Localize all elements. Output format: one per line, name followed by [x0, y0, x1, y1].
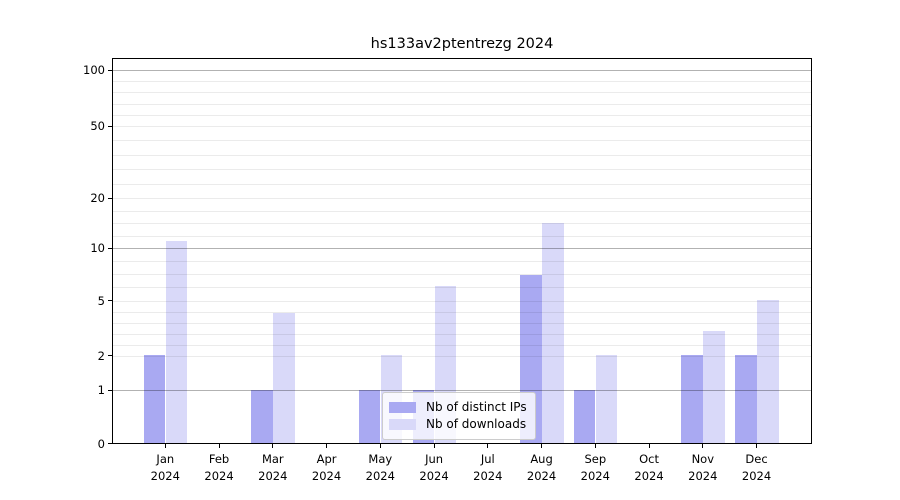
- y-gridline-minor: [113, 198, 811, 199]
- y-tick-mark: [108, 355, 112, 357]
- x-tick-label: May 2024: [365, 452, 395, 483]
- bar-downloads-aug: [542, 223, 564, 443]
- y-tick-mark: [108, 247, 112, 249]
- x-tick-mark: [702, 444, 704, 448]
- bar-distinct-ips-sep: [573, 389, 596, 443]
- bar-distinct-ips-mar: [251, 389, 273, 443]
- x-tick-label: Feb 2024: [204, 452, 234, 483]
- y-gridline-minor: [113, 140, 811, 142]
- y-gridline-minor: [113, 81, 811, 83]
- y-gridline-major: [113, 390, 811, 391]
- y-gridline-minor: [113, 300, 811, 302]
- x-tick-label: Apr 2024: [311, 452, 342, 483]
- x-tick-label: Jan 2024: [150, 452, 180, 483]
- x-tick-mark: [379, 444, 381, 448]
- x-tick-label: Jul 2024: [473, 452, 503, 483]
- x-tick-label: Oct 2024: [634, 452, 664, 483]
- y-tick-mark: [108, 69, 112, 71]
- chart-title: hs133av2ptentrezg 2024: [370, 36, 554, 52]
- y-gridline-minor: [113, 92, 811, 94]
- y-gridline-minor: [113, 169, 811, 171]
- x-tick-mark: [433, 444, 435, 448]
- legend-row-downloads: Nb of downloads: [389, 417, 527, 432]
- bar-distinct-ips-nov: [681, 355, 703, 443]
- y-gridline-minor: [113, 126, 811, 127]
- bar-distinct-ips-jan: [143, 355, 166, 443]
- y-gridline-minor: [113, 311, 811, 313]
- x-tick-mark: [648, 444, 650, 448]
- y-tick-mark: [108, 443, 112, 445]
- y-tick-mark: [108, 197, 112, 199]
- y-gridline-minor: [113, 154, 811, 156]
- legend-swatch-distinct-ips: [389, 402, 416, 413]
- legend-label-distinct-ips: Nb of distinct IPs: [426, 400, 527, 414]
- x-tick-mark: [272, 444, 274, 448]
- y-tick-label: 100: [83, 63, 105, 77]
- legend-row-distinct-ips: Nb of distinct IPs: [389, 400, 527, 415]
- plot-area: [112, 58, 812, 444]
- y-gridline-minor: [113, 103, 811, 105]
- bar-downloads-mar: [273, 313, 295, 443]
- y-gridline-minor: [113, 274, 811, 276]
- bar-distinct-ips-may: [358, 389, 381, 443]
- x-tick-mark: [164, 444, 166, 448]
- x-tick-label: Nov 2024: [688, 452, 718, 483]
- y-tick-label: 10: [90, 241, 105, 255]
- y-tick-mark: [108, 125, 112, 127]
- y-gridline-minor: [113, 355, 811, 357]
- x-tick-label: Aug 2024: [526, 452, 557, 483]
- y-tick-label: 50: [90, 119, 105, 133]
- x-tick-mark: [218, 444, 220, 448]
- y-gridline-minor: [113, 183, 811, 185]
- y-gridline-minor: [113, 223, 811, 224]
- bar-downloads-jan: [165, 240, 188, 443]
- y-tick-label: 2: [97, 348, 105, 363]
- legend: Nb of distinct IPs Nb of downloads: [382, 392, 536, 440]
- x-tick-mark: [756, 444, 758, 448]
- x-tick-mark: [541, 444, 543, 448]
- x-tick-mark: [487, 444, 489, 448]
- y-gridline-minor: [113, 261, 811, 263]
- y-gridline-minor: [113, 235, 811, 237]
- y-tick-label: 0: [97, 436, 105, 451]
- legend-label-downloads: Nb of downloads: [426, 417, 527, 431]
- bar-downloads-sep: [595, 355, 618, 443]
- y-gridline-minor: [113, 210, 811, 212]
- x-tick-label: Mar 2024: [258, 452, 288, 483]
- bar-downloads-nov: [703, 330, 725, 443]
- legend-swatch-downloads: [389, 419, 416, 430]
- bar-downloads-dec: [757, 300, 779, 443]
- y-tick-mark: [108, 300, 112, 302]
- bar-distinct-ips-dec: [735, 355, 757, 443]
- y-tick-label: 20: [90, 191, 105, 205]
- x-tick-label: Dec 2024: [741, 452, 772, 483]
- y-tick-label: 5: [97, 293, 105, 308]
- x-tick-mark: [594, 444, 596, 448]
- y-gridline-minor: [113, 322, 811, 324]
- y-gridline-major: [113, 248, 811, 249]
- y-gridline-minor: [113, 114, 811, 116]
- y-gridline-minor: [113, 333, 811, 335]
- y-gridline-minor: [113, 287, 811, 289]
- y-tick-label: 1: [97, 383, 105, 397]
- x-tick-label: Jun 2024: [419, 452, 449, 483]
- x-tick-mark: [326, 444, 328, 448]
- y-gridline-minor: [113, 344, 811, 346]
- y-tick-mark: [108, 389, 112, 391]
- x-tick-label: Sep 2024: [580, 452, 610, 483]
- y-gridline-major: [113, 70, 811, 71]
